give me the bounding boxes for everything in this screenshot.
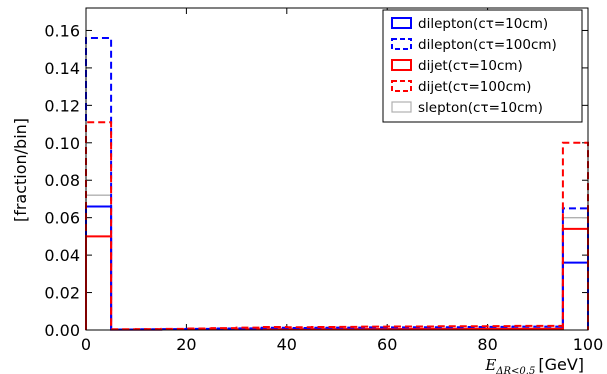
legend-label: dilepton(cτ=10cm) <box>418 16 548 32</box>
legend-frame <box>382 9 583 123</box>
legend-label: dilepton(cτ=100cm) <box>418 37 557 53</box>
x-axis-title-main: E <box>484 356 496 374</box>
x-axis-title-subscript: ΔR<0.5 <box>495 366 535 374</box>
y-tick-label: 0.06 <box>44 209 80 228</box>
series-line-slepton-c-10cm <box>85 194 589 331</box>
x-tick-label: 100 <box>573 335 604 354</box>
x-tick-label: 80 <box>477 335 497 354</box>
legend-swatch <box>391 38 412 50</box>
legend-swatch <box>391 101 412 113</box>
y-tick-label: 0.10 <box>44 134 80 153</box>
tick-labels: 0 20 40 60 80 100 0.00 0.02 0.04 0.06 0.08 0.10 0.12… <box>44 21 603 354</box>
series-line-dijet-c-10cm <box>85 227 589 331</box>
y-tick-label: 0.16 <box>44 21 80 40</box>
y-tick-label: 0.08 <box>44 171 80 190</box>
series-line-dijet-c-100cm <box>85 121 589 331</box>
y-axis-title: [fraction/bin] <box>11 118 30 222</box>
legend-swatch <box>391 80 412 92</box>
y-tick-label: 0.00 <box>44 321 80 340</box>
x-tick-label: 20 <box>176 335 196 354</box>
series-line-dilepton-c-10cm <box>85 205 589 331</box>
x-axis-title-unit: [GeV] <box>538 355 584 374</box>
x-axis-title: EΔR<0.5 [GeV] <box>484 355 584 374</box>
legend-label: slepton(cτ=10cm) <box>418 100 543 116</box>
legend-swatch <box>391 17 412 29</box>
y-tick-label: 0.02 <box>44 284 80 303</box>
x-tick-label: 60 <box>377 335 397 354</box>
y-tick-label: 0.14 <box>44 59 80 78</box>
y-tick-label: 0.12 <box>44 96 80 115</box>
x-tick-label: 40 <box>277 335 297 354</box>
legend: dilepton(cτ=10cm) dilepton(cτ=100cm) dijet… <box>382 9 583 123</box>
legend-swatch <box>391 59 412 71</box>
x-tick-label: 0 <box>81 335 91 354</box>
y-tick-label: 0.04 <box>44 246 80 265</box>
plot-frame <box>85 7 589 331</box>
legend-label: dijet(cτ=100cm) <box>418 79 531 95</box>
legend-label: dijet(cτ=10cm) <box>418 58 523 74</box>
